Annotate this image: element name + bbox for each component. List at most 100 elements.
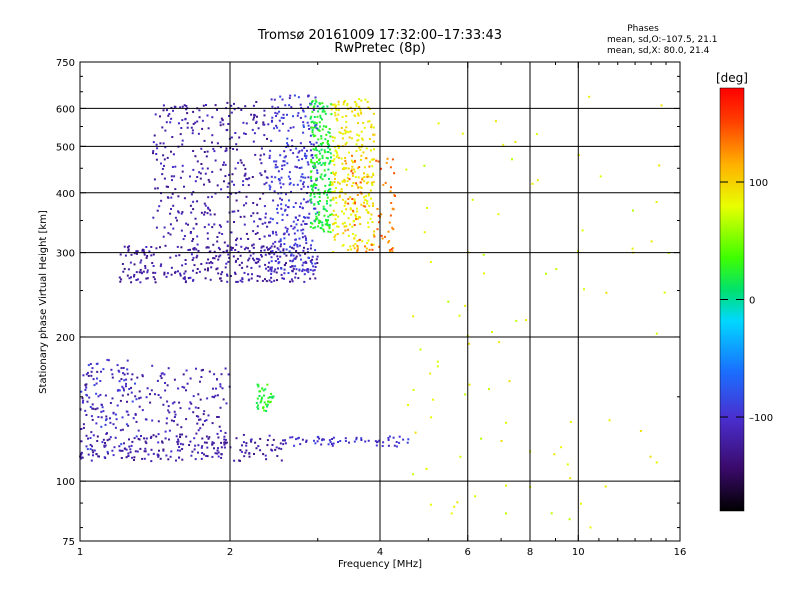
colorbar-tick-label: 0: [749, 296, 755, 307]
data-point: [136, 376, 139, 379]
data-point: [302, 198, 305, 201]
data-point: [266, 137, 268, 140]
data-point: [171, 136, 174, 138]
data-point: [97, 455, 100, 458]
data-point: [169, 121, 172, 124]
data-point: [339, 440, 342, 442]
data-point: [331, 191, 334, 193]
data-point: [277, 192, 280, 195]
data-point: [85, 434, 88, 437]
data-point: [276, 455, 279, 457]
data-point: [353, 247, 356, 250]
data-point: [300, 175, 303, 178]
data-point: [310, 160, 313, 163]
data-point: [471, 198, 474, 201]
data-point: [238, 136, 241, 139]
data-point: [361, 177, 364, 180]
data-point: [494, 120, 497, 123]
data-point: [354, 201, 357, 204]
data-point: [170, 266, 173, 269]
data-point: [312, 273, 315, 276]
data-point: [164, 389, 167, 392]
data-point: [302, 249, 305, 252]
data-point: [180, 212, 183, 215]
data-point: [257, 404, 260, 407]
data-point: [162, 235, 165, 238]
data-point: [203, 211, 206, 214]
data-point: [165, 109, 168, 112]
data-point: [322, 109, 325, 112]
data-point: [432, 398, 435, 401]
data-point: [327, 143, 330, 146]
data-point: [195, 367, 197, 370]
data-point: [196, 422, 199, 425]
data-point: [277, 258, 279, 261]
data-point: [301, 149, 304, 152]
data-point: [323, 230, 326, 233]
data-point: [287, 129, 290, 132]
data-point: [149, 437, 152, 439]
data-point: [100, 403, 103, 406]
data-point: [95, 363, 98, 365]
data-point: [270, 139, 273, 142]
data-point: [372, 133, 375, 136]
data-point: [134, 395, 137, 398]
data-point: [93, 449, 96, 452]
data-point: [458, 314, 461, 317]
data-point: [283, 164, 286, 167]
data-point: [316, 115, 319, 118]
data-point: [100, 425, 103, 428]
data-point: [589, 526, 592, 529]
data-point: [300, 229, 303, 232]
data-point: [301, 270, 304, 273]
data-point: [327, 230, 330, 233]
data-point: [268, 221, 270, 224]
data-point: [581, 229, 584, 232]
data-point: [577, 154, 580, 157]
data-point: [289, 177, 292, 180]
data-point: [224, 367, 227, 370]
data-point: [342, 232, 345, 235]
data-point: [316, 127, 319, 130]
data-point: [224, 438, 227, 441]
data-point: [358, 238, 361, 241]
data-point: [123, 442, 125, 445]
data-point: [312, 133, 315, 136]
data-point: [245, 449, 248, 452]
data-point: [197, 415, 200, 418]
data-point: [275, 115, 277, 117]
data-point: [324, 223, 327, 226]
data-point: [363, 175, 366, 178]
data-point: [268, 157, 271, 159]
data-point: [436, 360, 439, 363]
data-point: [291, 265, 294, 268]
data-point: [315, 178, 318, 181]
data-point: [156, 453, 159, 456]
data-point: [125, 448, 128, 451]
data-point: [345, 120, 348, 123]
data-point: [131, 373, 134, 376]
data-point: [197, 132, 200, 135]
data-point: [335, 155, 338, 158]
data-point: [176, 423, 179, 426]
data-point: [259, 172, 262, 175]
data-point: [128, 445, 131, 448]
data-point: [143, 450, 146, 453]
data-point: [185, 418, 188, 421]
data-point: [412, 315, 415, 318]
data-point: [261, 387, 264, 390]
data-point: [174, 216, 177, 219]
data-point: [450, 512, 453, 515]
data-point: [291, 436, 294, 439]
data-point: [260, 254, 263, 256]
data-point: [224, 175, 227, 178]
data-point: [152, 276, 155, 279]
data-point: [113, 446, 116, 449]
data-point: [281, 168, 284, 171]
data-point: [371, 165, 374, 168]
data-point: [300, 258, 302, 261]
data-point: [315, 156, 318, 159]
data-point: [370, 123, 373, 126]
data-point: [186, 382, 189, 385]
data-point: [367, 194, 370, 197]
